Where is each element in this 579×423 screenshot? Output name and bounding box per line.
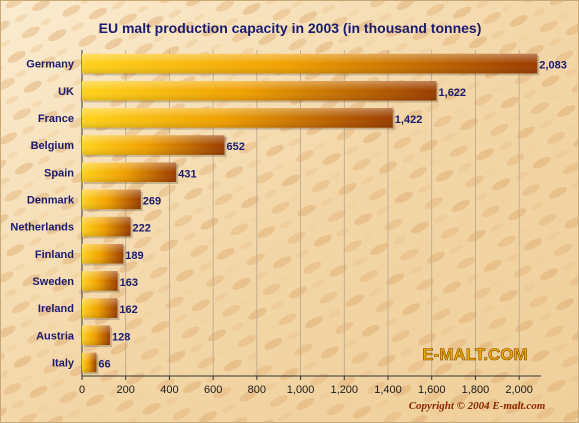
category-label: Netherlands (10, 222, 74, 234)
bar-highlight (82, 53, 538, 74)
value-label: 1,422 (395, 114, 423, 126)
x-tick-label: 0 (79, 384, 85, 396)
chart-title: EU malt production capacity in 2003 (in … (99, 20, 482, 36)
category-label: Finland (35, 249, 74, 261)
x-tick-label: 1,800 (462, 384, 490, 396)
x-tick-label: 1,400 (374, 384, 402, 396)
value-label: 66 (98, 358, 110, 370)
category-label: Ireland (38, 303, 74, 315)
category-label: UK (58, 86, 74, 98)
axes (81, 50, 541, 380)
bars (82, 53, 540, 375)
category-label: Germany (26, 59, 75, 71)
grid-lines (125, 50, 520, 376)
category-label: Spain (44, 167, 74, 179)
x-tick-label: 1,200 (331, 384, 359, 396)
bar-highlight (82, 298, 118, 318)
category-label: Belgium (31, 140, 75, 152)
bar-highlight (82, 80, 437, 101)
value-label: 652 (227, 141, 245, 153)
x-tick-label: 200 (117, 384, 135, 396)
x-tick-label: 1,600 (418, 384, 446, 396)
x-tick-label: 600 (204, 384, 222, 396)
x-tick-label: 800 (248, 384, 266, 396)
value-label: 269 (143, 195, 161, 207)
value-label: 163 (120, 277, 138, 289)
x-tick-label: 2,000 (505, 384, 533, 396)
category-label: Denmark (27, 194, 75, 206)
watermark-logo: E-MALT.COM (422, 345, 527, 364)
bar-highlight (82, 189, 141, 210)
bar-highlight (82, 216, 131, 237)
category-label: Sweden (32, 276, 74, 288)
category-label: Italy (52, 357, 75, 369)
x-tick-label: 1,000 (287, 384, 315, 396)
category-label: Austria (36, 330, 75, 342)
x-tick-label: 400 (160, 384, 178, 396)
value-label: 222 (133, 223, 151, 235)
value-label: 2,083 (539, 60, 567, 72)
copyright-text: Copyright © 2004 E-malt.com (409, 400, 546, 412)
bar-highlight (82, 162, 177, 183)
bar-highlight (82, 271, 118, 291)
value-labels: 2,083 1,622 1,422 652 431 269 222 189 163 162 128 6… (98, 60, 566, 371)
bar-highlight (82, 135, 225, 155)
category-label: France (38, 113, 74, 125)
value-label: 128 (112, 331, 130, 343)
value-label: 162 (119, 304, 137, 316)
bar-highlight (82, 108, 393, 128)
category-labels: Germany UK France Belgium Spain Denmark Nether… (10, 59, 74, 370)
value-label: 431 (178, 168, 196, 180)
value-label: 1,622 (439, 87, 467, 99)
bar-highlight (82, 243, 124, 264)
bar-highlight (82, 352, 97, 373)
bar-highlight (82, 325, 110, 346)
x-tick-labels: 0 200 400 600 800 1,000 1,200 1,400 1,600 1,800 2,… (79, 384, 533, 396)
value-label: 189 (125, 250, 143, 262)
